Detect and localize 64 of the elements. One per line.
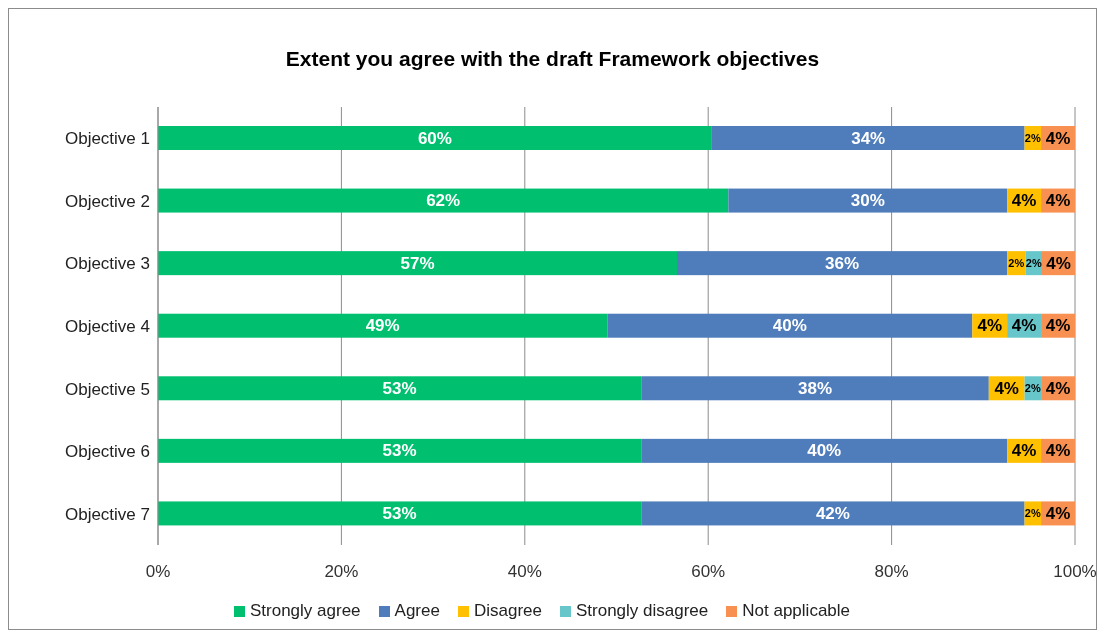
data-label: 53% bbox=[382, 503, 417, 523]
y-tick-label: Objective 6 bbox=[64, 442, 150, 462]
legend-label: Agree bbox=[393, 601, 440, 621]
bar bbox=[711, 126, 1025, 150]
data-label: 60% bbox=[417, 128, 452, 148]
data-label: 34% bbox=[851, 128, 886, 148]
data-label: 4% bbox=[1045, 316, 1071, 336]
data-label: 4% bbox=[1045, 191, 1071, 211]
data-label: 4% bbox=[1011, 441, 1037, 461]
y-tick-label: Objective 7 bbox=[64, 504, 150, 524]
y-tick-label: Objective 3 bbox=[64, 254, 150, 274]
x-tick-label: 80% bbox=[874, 562, 909, 582]
data-label: 4% bbox=[1046, 253, 1071, 273]
data-label: 2% bbox=[1024, 382, 1041, 395]
legend-label: Strongly disagree bbox=[574, 601, 709, 621]
data-label: 4% bbox=[977, 316, 1003, 336]
y-tick-label: Objective 2 bbox=[64, 191, 150, 211]
bar bbox=[158, 438, 642, 463]
bar bbox=[158, 376, 642, 401]
chart-title: Extent you agree with the draft Framework objectives bbox=[284, 47, 821, 71]
data-label: 4% bbox=[1045, 128, 1071, 148]
data-label: 53% bbox=[382, 378, 417, 398]
data-label: 49% bbox=[365, 316, 400, 336]
x-tick-label: 100% bbox=[1053, 562, 1097, 582]
data-label: 2% bbox=[1025, 257, 1042, 270]
bar bbox=[158, 313, 608, 338]
bar bbox=[607, 313, 973, 338]
y-tick-label: Objective 4 bbox=[64, 317, 150, 337]
bar bbox=[641, 501, 1025, 526]
bar bbox=[158, 251, 678, 276]
data-label: 2% bbox=[1024, 132, 1041, 144]
x-tick-label: 20% bbox=[324, 562, 359, 582]
data-label: 57% bbox=[400, 253, 435, 273]
data-label: 30% bbox=[850, 191, 885, 211]
bar bbox=[158, 501, 642, 526]
legend-label: Disagree bbox=[472, 601, 542, 621]
data-label: 62% bbox=[426, 191, 461, 211]
data-label: 4% bbox=[1045, 378, 1071, 398]
data-label: 36% bbox=[825, 253, 860, 273]
data-label: 2% bbox=[1024, 507, 1041, 520]
legend-label: Strongly agree bbox=[248, 601, 361, 621]
x-tick-label: 0% bbox=[145, 562, 171, 582]
legend-label: Not applicable bbox=[741, 601, 851, 621]
bar bbox=[641, 438, 1008, 463]
bar bbox=[158, 126, 712, 150]
data-label: 2% bbox=[1008, 257, 1025, 270]
x-tick-label: 40% bbox=[507, 562, 542, 582]
bar bbox=[641, 376, 989, 401]
x-tick-label: 60% bbox=[691, 562, 726, 582]
data-label: 4% bbox=[1011, 316, 1037, 336]
data-label: 53% bbox=[382, 441, 417, 461]
y-tick-label: Objective 5 bbox=[64, 379, 150, 399]
data-label: 4% bbox=[1045, 503, 1071, 523]
data-label: 40% bbox=[772, 316, 807, 336]
data-label: 42% bbox=[815, 503, 850, 523]
data-label: 38% bbox=[798, 378, 833, 398]
y-tick-label: Objective 1 bbox=[64, 129, 150, 149]
data-label: 4% bbox=[1011, 191, 1037, 211]
bar bbox=[677, 251, 1008, 276]
bar bbox=[728, 188, 1008, 213]
data-label: 4% bbox=[1045, 441, 1071, 461]
data-label: 40% bbox=[807, 441, 842, 461]
bar bbox=[158, 188, 729, 213]
data-label: 4% bbox=[994, 378, 1019, 398]
